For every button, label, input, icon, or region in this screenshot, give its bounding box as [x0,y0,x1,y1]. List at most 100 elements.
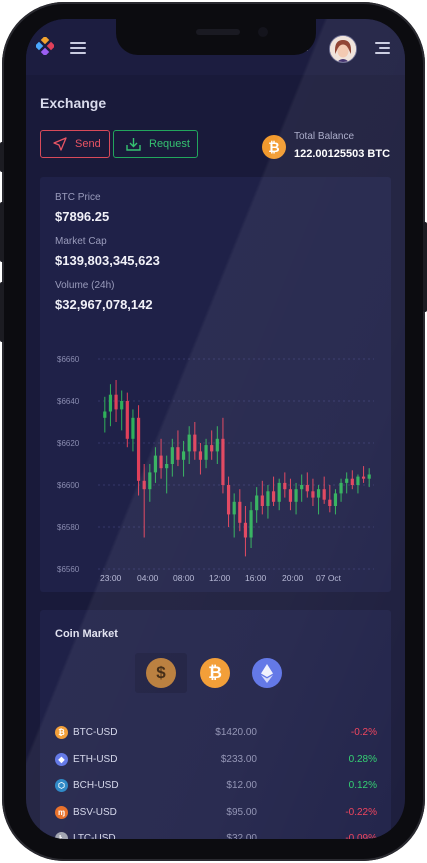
hamburger-menu-icon[interactable] [70,42,86,54]
candle-body[interactable] [221,439,224,485]
user-avatar[interactable] [329,35,357,63]
candle-body[interactable] [109,395,112,412]
candle-body[interactable] [171,447,174,464]
eth-coin-icon: ◆ [55,753,68,766]
power-button [423,222,427,312]
coin-market-title: Coin Market [55,628,118,640]
candle-body[interactable] [143,481,146,489]
market-price: $12.00 [226,780,257,791]
send-button[interactable]: Send [40,130,110,158]
candle-body[interactable] [306,485,309,491]
page-title: Exchange [40,95,106,111]
candle-body[interactable] [283,483,286,489]
x-axis-tick-label: 12:00 [209,573,231,582]
market-change: -0.22% [345,807,377,818]
market-pair: LTC-USD [73,833,116,839]
ethereum-coin-icon[interactable] [252,658,282,688]
candle-body[interactable] [317,489,320,497]
candle-body[interactable] [114,395,117,410]
x-axis-tick-label: 08:00 [173,573,195,582]
bsv-coin-icon: ɱ [55,806,68,819]
candle-body[interactable] [289,489,292,502]
market-row[interactable]: ɱ BSV-USD $95.00 -0.22% [55,803,377,823]
candle-body[interactable] [266,491,269,506]
candle-body[interactable] [188,435,191,452]
candle-body[interactable] [154,456,157,473]
candle-body[interactable] [368,475,371,479]
y-axis-tick-label: $6580 [57,523,80,532]
candle-body[interactable] [328,500,331,506]
candlestick-chart[interactable]: $6660 $6640 $6620 $6600 $6580 $6560 23:00 04:0… [54,342,384,582]
avatar-portrait-icon [330,36,356,62]
total-balance-value: 122.00125503 BTC [294,148,390,160]
candle-body[interactable] [255,496,258,511]
x-axis-tick-label: 20:00 [282,573,304,582]
dollar-coin-icon[interactable]: $ [146,658,176,688]
market-row[interactable]: Ł LTC-USD $32.00 -0.09% [55,829,377,839]
options-menu-icon[interactable] [375,42,390,54]
y-axis-tick-label: $6600 [57,481,80,490]
candle-body[interactable] [148,472,151,489]
bch-coin-icon: ⬡ [55,779,68,792]
y-axis-tick-label: $6660 [57,355,80,364]
ltc-coin-icon: Ł [55,832,68,839]
market-pair: BSV-USD [73,807,117,818]
candle-body[interactable] [120,401,123,409]
candle-body[interactable] [131,418,134,439]
candle-body[interactable] [103,412,106,418]
candle-body[interactable] [311,491,314,497]
candle-body[interactable] [356,477,359,485]
market-row[interactable]: ₿ BTC-USD $1420.00 -0.2% [55,723,377,743]
candle-body[interactable] [210,445,213,451]
bitcoin-coin-icon[interactable]: ₿ [200,658,230,688]
candle-body[interactable] [204,445,207,460]
market-cap-label: Market Cap [55,236,107,247]
btc-coin-icon: ₿ [55,726,68,739]
y-axis-tick-label: $6560 [57,565,80,574]
candle-body[interactable] [261,496,264,507]
candle-body[interactable] [126,401,129,439]
candle-body[interactable] [339,483,342,494]
app-logo-icon[interactable] [36,37,54,55]
candle-body[interactable] [334,493,337,506]
volume-value: $32,967,078,142 [55,297,153,312]
candle-body[interactable] [227,485,230,514]
market-change: -0.2% [351,727,377,738]
x-axis-tick-label: 16:00 [245,573,267,582]
candle-body[interactable] [182,451,185,459]
candle-body[interactable] [278,483,281,502]
candle-body[interactable] [193,435,196,452]
candle-body[interactable] [272,491,275,502]
front-camera [258,27,268,37]
ethereum-diamond-icon [252,658,282,688]
candle-body[interactable] [249,510,252,537]
candle-body[interactable] [294,489,297,502]
request-button[interactable]: Request [113,130,198,158]
candle-body[interactable] [216,439,219,452]
candle-body[interactable] [199,451,202,459]
candle-body[interactable] [323,489,326,500]
candle-body[interactable] [159,456,162,469]
candle-body[interactable] [362,477,365,479]
total-balance-label: Total Balance [294,131,354,142]
candle-body[interactable] [244,523,247,538]
candle-body[interactable] [233,502,236,515]
candle-body[interactable] [238,502,241,523]
send-button-label: Send [75,138,101,150]
volume-up-button [0,202,4,262]
candle-body[interactable] [176,447,179,460]
market-row[interactable]: ⬡ BCH-USD $12.00 0.12% [55,776,377,796]
market-change: 0.12% [349,780,377,791]
candle-body[interactable] [300,485,303,489]
market-price: $1420.00 [215,727,257,738]
btc-price-label: BTC Price [55,192,101,203]
candle-body[interactable] [351,479,354,485]
market-pair: BTC-USD [73,727,117,738]
candle-body[interactable] [137,418,140,481]
volume-label: Volume (24h) [55,280,114,291]
app-screen: Exchange Send Request ₿ Total Balance 12… [26,19,405,839]
market-row[interactable]: ◆ ETH-USD $233.00 0.28% [55,750,377,770]
market-price: $32.00 [226,833,257,839]
candle-body[interactable] [345,479,348,483]
candle-body[interactable] [165,464,168,468]
